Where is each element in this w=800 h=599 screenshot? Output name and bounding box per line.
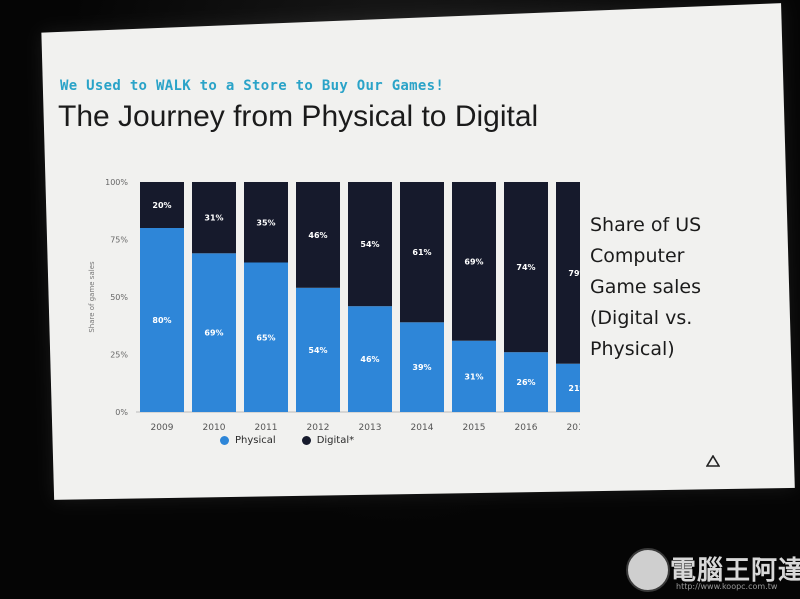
data-label-physical-2012: 54% [308, 346, 327, 355]
stacked-bar-chart: Share of game sales 0% 25% 50% 75% 100% 80% 20%… [88, 178, 580, 433]
x-tick-label-2014: 2014 [411, 423, 434, 433]
y-tick-label: 50% [110, 293, 128, 302]
x-tick-label-2013: 2013 [359, 423, 382, 433]
bar-digital-2009 [140, 182, 184, 228]
description-line: (Digital vs. [590, 307, 693, 329]
data-label-digital-2009: 20% [152, 201, 171, 210]
data-label-physical-2016: 26% [516, 378, 535, 387]
bar-physical-2011 [244, 262, 288, 412]
chart-description: Share of US Computer Game sales (Digital… [590, 210, 740, 365]
slide-title: The Journey from Physical to Digital [58, 100, 539, 133]
bar-digital-2012 [296, 182, 340, 288]
watermark-text: 電腦王阿達 [670, 556, 800, 586]
bar-physical-2014 [400, 322, 444, 412]
data-label-digital-2010: 31% [204, 214, 223, 223]
bar-digital-2017 [556, 182, 580, 364]
bar-physical-2013 [348, 306, 392, 412]
data-label-physical-2014: 39% [412, 363, 431, 372]
description-line: Game sales [590, 276, 702, 298]
legend-swatch-digital [301, 436, 311, 445]
bar-digital-2011 [244, 182, 288, 263]
bar-physical-2016 [504, 352, 548, 412]
legend-item-digital: Digital* [301, 435, 355, 446]
x-tick-label-2017: 2017 [567, 423, 580, 433]
bar-digital-2014 [400, 182, 444, 323]
x-tick-label-2016: 2016 [515, 423, 538, 433]
bar-physical-2010 [192, 253, 236, 412]
mascot-icon [626, 548, 670, 592]
bar-digital-2013 [348, 182, 392, 307]
y-tick-label: 25% [110, 351, 128, 360]
x-tick-label-2010: 2010 [203, 423, 226, 433]
legend-item-physical: Physical [220, 435, 276, 446]
data-label-digital-2015: 69% [464, 257, 483, 266]
data-label-digital-2014: 61% [412, 248, 431, 257]
y-axis-label: Share of game sales [88, 261, 96, 333]
data-label-digital-2016: 74% [516, 263, 535, 272]
x-tick-label-2012: 2012 [307, 423, 330, 433]
legend-label-digital: Digital* [316, 435, 355, 446]
bar-digital-2015 [452, 182, 496, 341]
data-label-physical-2017: 21% [568, 384, 580, 393]
y-tick-label: 0% [115, 408, 128, 417]
chart-legend: Physical Digital* [220, 435, 354, 446]
bar-physical-2017 [556, 363, 580, 412]
data-label-physical-2011: 65% [256, 333, 275, 342]
bar-physical-2012 [296, 287, 340, 412]
bar-digital-2010 [192, 182, 236, 254]
data-label-digital-2011: 35% [256, 218, 275, 227]
x-tick-label-2009: 2009 [151, 423, 174, 433]
x-tick-label-2011: 2011 [255, 423, 278, 433]
site-watermark: 電腦王阿達 http://www.koopc.com.tw [626, 548, 800, 596]
data-label-physical-2013: 46% [360, 355, 379, 364]
triangle-logo-icon [706, 455, 720, 467]
slide-subtitle: We Used to WALK to a Store to Buy Our Ga… [60, 78, 445, 94]
data-label-digital-2013: 54% [360, 240, 379, 249]
legend-label-physical: Physical [235, 435, 276, 446]
description-line: Computer [590, 245, 685, 267]
y-tick-label: 100% [105, 178, 128, 187]
data-label-physical-2009: 80% [152, 316, 171, 325]
data-label-digital-2012: 46% [308, 231, 327, 240]
data-label-physical-2010: 69% [204, 329, 223, 338]
watermark-url: http://www.koopc.com.tw [676, 582, 778, 591]
data-label-physical-2015: 31% [464, 372, 483, 381]
bar-digital-2016 [504, 182, 548, 353]
description-line: Share of US [590, 214, 702, 236]
data-label-digital-2017: 79% [568, 269, 580, 278]
bar-physical-2015 [452, 340, 496, 412]
legend-swatch-physical [220, 436, 229, 445]
y-tick-label: 75% [110, 236, 128, 245]
bar-physical-2009 [140, 228, 184, 412]
description-line: Physical) [590, 338, 675, 360]
x-tick-label-2015: 2015 [463, 423, 486, 433]
